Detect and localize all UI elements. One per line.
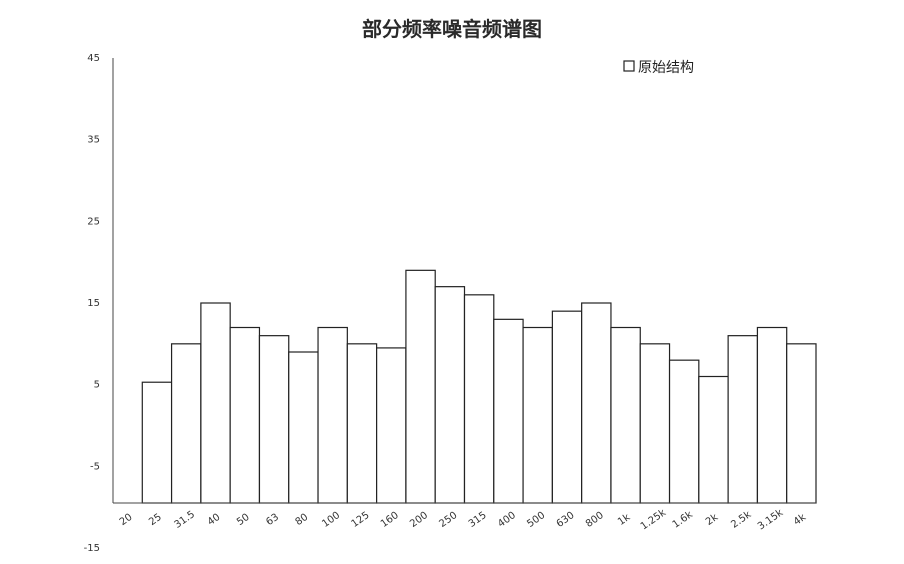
x-tick-label: 3.15k <box>756 507 785 532</box>
x-tick-label: 315 <box>467 510 489 530</box>
x-tick-label: 200 <box>408 510 430 530</box>
x-tick-label: 1.25k <box>639 507 668 532</box>
chart-title: 部分频率噪音频谱图 <box>362 17 542 41</box>
legend: 原始结构 <box>623 60 694 76</box>
x-tick-label: 800 <box>584 510 606 530</box>
x-tick-label: 500 <box>525 510 547 530</box>
bar-31.5 <box>170 343 202 504</box>
bar-125 <box>346 343 378 504</box>
bar-50 <box>229 326 261 504</box>
bar-63 <box>258 335 290 504</box>
x-tick-label: 2k <box>704 512 720 528</box>
x-tick-label: 250 <box>437 510 459 530</box>
bar-800 <box>581 302 612 504</box>
x-tick-label: 31.5 <box>173 509 198 531</box>
x-tick-label: 80 <box>294 512 311 528</box>
bar-1.6k <box>668 359 700 504</box>
y-tick-label: -5 <box>90 461 100 472</box>
y-tick-label: 35 <box>87 135 100 146</box>
x-tick-label: 160 <box>379 510 401 530</box>
x-tick-label: 1k <box>616 512 632 528</box>
x-tick-label: 100 <box>320 510 342 530</box>
bar-1k <box>610 326 641 504</box>
y-tick-label: 15 <box>87 298 100 309</box>
bar-200 <box>405 269 436 504</box>
bar-315 <box>463 294 495 504</box>
bar-160 <box>376 347 407 504</box>
y-tick-label: 5 <box>94 380 100 391</box>
bar-2k <box>698 375 729 504</box>
y-tick-label: -15 <box>84 543 100 554</box>
bar-80 <box>288 351 319 504</box>
x-tick-label: 63 <box>264 512 281 528</box>
x-tick-label: 50 <box>235 512 252 528</box>
bars <box>141 269 817 504</box>
x-tick-label: 125 <box>350 510 372 530</box>
bar-100 <box>317 326 348 504</box>
bar-630 <box>551 310 583 504</box>
bar-1.25k <box>639 343 671 504</box>
x-tick-label: 4k <box>792 512 808 528</box>
legend-label: 原始结构 <box>638 60 694 76</box>
bar-25 <box>141 381 173 504</box>
y-tick-label: 25 <box>87 216 100 227</box>
x-axis: 20 25 31.5 40 50 63 80 100 125 160 200 250 315 400 500… <box>118 507 808 532</box>
x-tick-label: 1.6k <box>671 509 695 531</box>
x-tick-label: 25 <box>147 512 164 528</box>
y-tick-label: 45 <box>87 53 100 64</box>
x-tick-label: 20 <box>118 512 135 528</box>
x-tick-label: 400 <box>496 510 518 530</box>
bar-2.5k <box>727 335 759 504</box>
y-axis: 45 35 25 15 5 -5 -15 <box>84 53 100 554</box>
bar-500 <box>522 326 553 504</box>
bar-3.15k <box>756 326 788 504</box>
bar-4k <box>786 343 817 504</box>
bar-40 <box>200 302 231 504</box>
bar-400 <box>493 318 524 504</box>
bar-250 <box>434 286 466 504</box>
x-tick-label: 630 <box>555 510 577 530</box>
x-tick-label: 40 <box>206 512 223 528</box>
x-tick-label: 2.5k <box>729 509 753 531</box>
legend-swatch <box>623 60 635 72</box>
